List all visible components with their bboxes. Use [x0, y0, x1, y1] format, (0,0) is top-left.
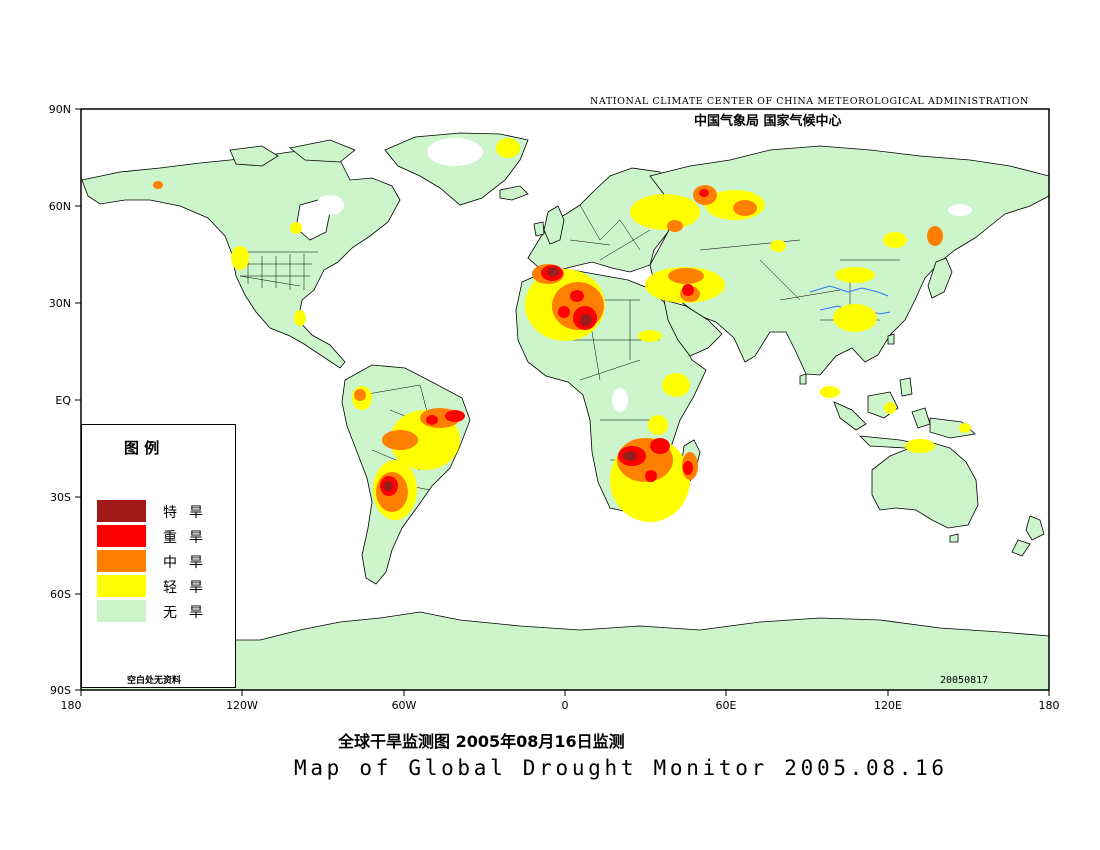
legend-swatch — [97, 575, 146, 597]
legend-title: 图 例 — [124, 439, 160, 457]
lat-label: EQ — [55, 394, 71, 407]
lon-label: 120W — [226, 699, 258, 712]
legend-label: 中旱 — [163, 555, 215, 571]
legend: 图 例 特旱 重旱 中旱 轻旱 无旱 空白处无资料 — [81, 424, 236, 688]
no-data — [316, 138, 972, 412]
legend-item-none: 无旱 — [97, 600, 227, 622]
legend-label: 特旱 — [163, 505, 215, 521]
lon-label: 120E — [874, 699, 902, 712]
extreme-drought — [383, 267, 637, 491]
greenland — [384, 132, 529, 206]
legend-swatch — [97, 500, 146, 522]
lat-label: 90N — [49, 103, 71, 116]
lat-label: 30S — [50, 491, 71, 504]
lat-label: 60S — [50, 588, 71, 601]
lat-label: 90S — [50, 684, 71, 697]
caption-english: Map of Global Drought Monitor 2005.08.16 — [294, 756, 948, 780]
legend-swatch — [97, 550, 146, 572]
borders — [234, 204, 900, 511]
lat-label: 30N — [49, 297, 71, 310]
legend-label: 无旱 — [163, 605, 215, 621]
lon-label: 180 — [1039, 699, 1060, 712]
lon-label: 180 — [61, 699, 82, 712]
caption-chinese: 全球干旱监测图 2005年08月16日监测 — [338, 732, 625, 751]
lat-label: 60N — [49, 200, 71, 213]
legend-swatch — [97, 525, 146, 547]
legend-item-moderate: 中旱 — [97, 550, 227, 572]
agency-chinese-name: 中国气象局 国家气候中心 — [694, 114, 842, 129]
latitude-labels: 90N 60N 30N EQ 30S 60S 90S — [49, 103, 72, 697]
tick-marks — [75, 108, 1050, 696]
legend-label: 轻旱 — [163, 580, 215, 596]
lon-label: 0 — [562, 699, 569, 712]
legend-item-extreme: 特旱 — [97, 500, 227, 522]
lon-label: 60E — [716, 699, 737, 712]
longitude-labels: 180 120W 60W 0 60E 120E 180 — [61, 699, 1060, 712]
lon-label: 60W — [392, 699, 417, 712]
agency-english-name: NATIONAL CLIMATE CENTER OF CHINA METEORO… — [590, 96, 1029, 107]
legend-label: 重旱 — [163, 530, 215, 546]
legend-no-data-note: 空白处无资料 — [127, 676, 182, 686]
legend-swatch — [97, 600, 146, 622]
legend-item-severe: 重旱 — [97, 525, 227, 547]
legend-item-light: 轻旱 — [97, 575, 227, 597]
map-date-stamp: 20050817 — [940, 675, 989, 686]
